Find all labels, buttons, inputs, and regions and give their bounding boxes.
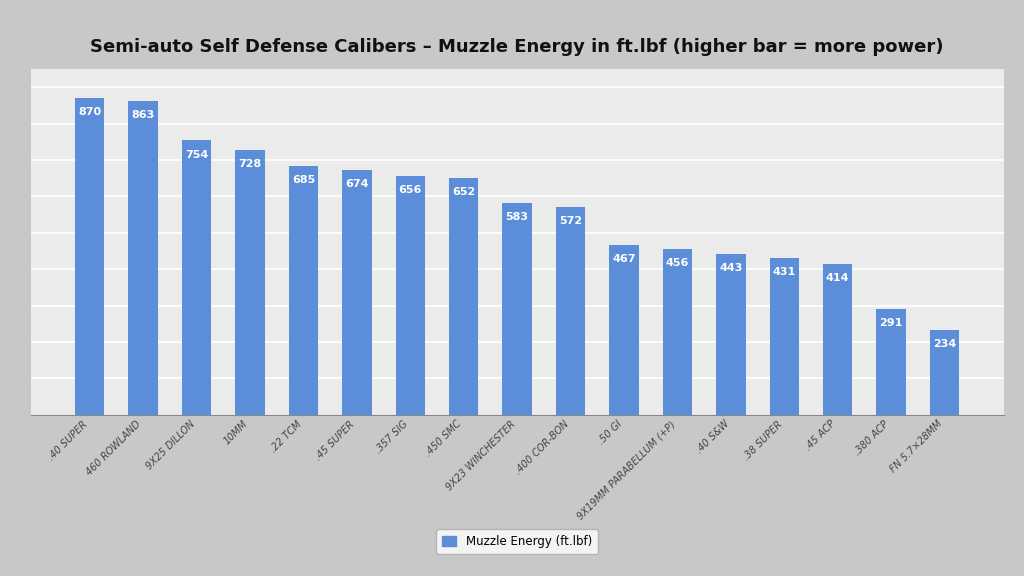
Text: 583: 583 <box>506 212 528 222</box>
Text: 467: 467 <box>612 254 636 264</box>
Text: 572: 572 <box>559 216 582 226</box>
Bar <box>770 258 799 415</box>
Text: 863: 863 <box>131 110 155 120</box>
Text: 754: 754 <box>185 150 208 160</box>
Bar <box>395 176 425 415</box>
Text: 870: 870 <box>78 107 101 118</box>
Bar <box>930 329 959 415</box>
Text: 728: 728 <box>239 159 261 169</box>
Bar <box>449 177 478 415</box>
Bar <box>609 245 639 415</box>
Bar <box>503 203 531 415</box>
Text: 234: 234 <box>933 339 956 348</box>
Text: 674: 674 <box>345 179 369 188</box>
Text: 414: 414 <box>826 273 850 283</box>
Text: 652: 652 <box>452 187 475 196</box>
Bar <box>289 165 318 415</box>
Bar <box>877 309 906 415</box>
Bar <box>663 249 692 415</box>
Bar <box>823 264 852 415</box>
Text: 685: 685 <box>292 175 315 185</box>
Bar <box>716 253 745 415</box>
Title: Semi-auto Self Defense Calibers – Muzzle Energy in ft.lbf (higher bar = more pow: Semi-auto Self Defense Calibers – Muzzle… <box>90 39 944 56</box>
Text: 656: 656 <box>398 185 422 195</box>
Bar <box>75 98 104 415</box>
Legend: Muzzle Energy (ft.lbf): Muzzle Energy (ft.lbf) <box>436 529 598 554</box>
Text: 456: 456 <box>666 258 689 268</box>
Text: 443: 443 <box>719 263 742 272</box>
Text: 431: 431 <box>773 267 796 277</box>
Bar <box>556 207 586 415</box>
Bar <box>342 169 372 415</box>
Bar <box>182 141 211 415</box>
Text: 291: 291 <box>880 318 903 328</box>
Bar <box>128 101 158 415</box>
Bar <box>236 150 264 415</box>
